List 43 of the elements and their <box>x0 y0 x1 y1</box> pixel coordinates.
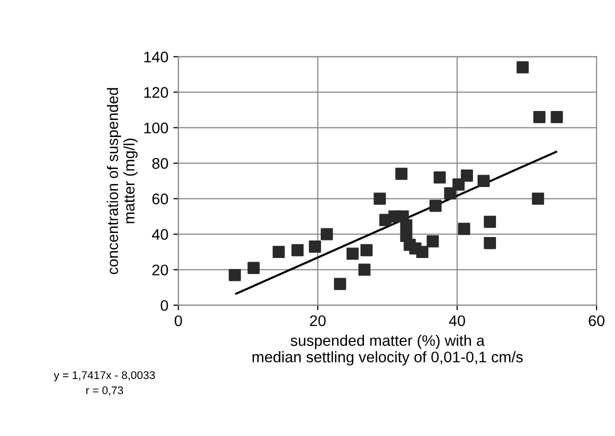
point <box>429 200 442 212</box>
y-tick-label: 40 <box>152 229 168 240</box>
x-tick-label: 60 <box>588 315 604 326</box>
x-tick-label: 40 <box>449 315 466 326</box>
point <box>360 244 373 256</box>
point <box>308 240 322 253</box>
point <box>334 278 346 290</box>
point <box>416 246 428 258</box>
point <box>533 110 546 124</box>
point <box>291 244 304 256</box>
y-tick-label: 60 <box>152 194 168 204</box>
x-axis-title: suspended matter (%) with a median settling velocity of 0,01-0,1 cm/s <box>252 334 523 366</box>
point <box>272 246 285 258</box>
point <box>320 228 333 240</box>
text: y = 1,7417x - 8,0033 r = 0,73 <box>54 371 155 396</box>
point <box>358 264 371 276</box>
point <box>346 248 359 260</box>
point <box>516 61 529 74</box>
x-tick-label: 0 <box>174 315 182 326</box>
point <box>532 192 544 205</box>
point <box>248 262 260 274</box>
point <box>400 219 412 232</box>
y-tick-label: 140 <box>144 52 168 62</box>
y-tick-label: 0 <box>160 300 168 311</box>
point <box>374 192 386 205</box>
y-tick-label: 100 <box>144 122 168 134</box>
point <box>434 171 446 184</box>
point <box>460 170 473 182</box>
point <box>484 216 496 228</box>
point <box>444 187 456 200</box>
point <box>452 178 465 191</box>
point <box>478 174 490 188</box>
point <box>550 110 563 124</box>
x-tick-label: 20 <box>310 315 326 326</box>
point <box>228 268 241 282</box>
y-tick-label: 120 <box>144 87 168 98</box>
y-axis-title: concentration of suspended matter (mg/l) <box>106 88 138 274</box>
y-tick-label: 80 <box>152 158 168 169</box>
point <box>458 222 470 235</box>
y-tick-label: 20 <box>152 264 168 276</box>
point <box>395 168 408 180</box>
point <box>484 236 496 250</box>
point <box>426 235 439 248</box>
